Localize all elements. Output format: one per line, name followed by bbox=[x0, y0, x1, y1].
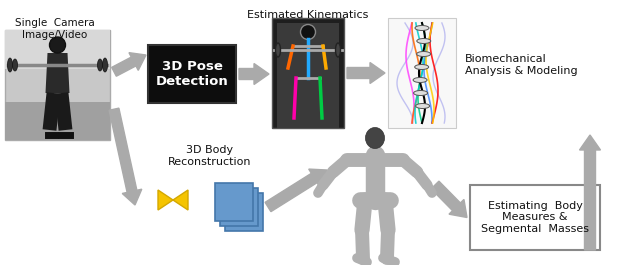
Ellipse shape bbox=[8, 58, 13, 72]
Polygon shape bbox=[579, 135, 600, 250]
Bar bbox=[5, 30, 110, 140]
Ellipse shape bbox=[49, 37, 65, 53]
Ellipse shape bbox=[415, 64, 429, 69]
Ellipse shape bbox=[102, 58, 108, 72]
Ellipse shape bbox=[413, 77, 427, 82]
Polygon shape bbox=[347, 63, 385, 83]
Bar bbox=[220, 188, 258, 226]
Ellipse shape bbox=[415, 104, 429, 108]
Polygon shape bbox=[109, 108, 142, 205]
Bar bbox=[272, 18, 344, 128]
Polygon shape bbox=[265, 169, 327, 212]
Text: Single  Camera
Image/Video: Single Camera Image/Video bbox=[15, 18, 95, 39]
Ellipse shape bbox=[275, 43, 280, 57]
Ellipse shape bbox=[417, 38, 431, 43]
Polygon shape bbox=[111, 53, 146, 76]
Bar bbox=[277, 23, 339, 128]
Text: 3D Body
Reconstruction: 3D Body Reconstruction bbox=[168, 145, 252, 167]
Ellipse shape bbox=[417, 51, 431, 56]
Polygon shape bbox=[173, 190, 188, 210]
Text: Estimated Kinematics: Estimated Kinematics bbox=[247, 10, 369, 20]
Ellipse shape bbox=[13, 59, 17, 71]
Bar bbox=[148, 45, 236, 103]
Ellipse shape bbox=[415, 25, 429, 30]
Ellipse shape bbox=[365, 127, 385, 148]
Ellipse shape bbox=[413, 91, 428, 95]
Ellipse shape bbox=[97, 59, 102, 71]
Polygon shape bbox=[431, 181, 467, 218]
Bar bbox=[215, 183, 253, 221]
Bar bbox=[5, 30, 110, 68]
Ellipse shape bbox=[335, 43, 340, 57]
Bar bbox=[470, 185, 600, 250]
Polygon shape bbox=[239, 64, 269, 85]
Ellipse shape bbox=[301, 24, 316, 39]
Bar bbox=[225, 193, 263, 231]
Text: Estimating  Body
Measures &
Segmental  Masses: Estimating Body Measures & Segmental Mas… bbox=[481, 201, 589, 234]
Text: 3D Pose
Detection: 3D Pose Detection bbox=[156, 60, 228, 88]
Polygon shape bbox=[158, 190, 173, 210]
Text: Biomechanical
Analysis & Modeling: Biomechanical Analysis & Modeling bbox=[465, 54, 578, 76]
Polygon shape bbox=[45, 53, 70, 93]
Bar bbox=[5, 101, 110, 140]
Bar bbox=[388, 18, 456, 128]
